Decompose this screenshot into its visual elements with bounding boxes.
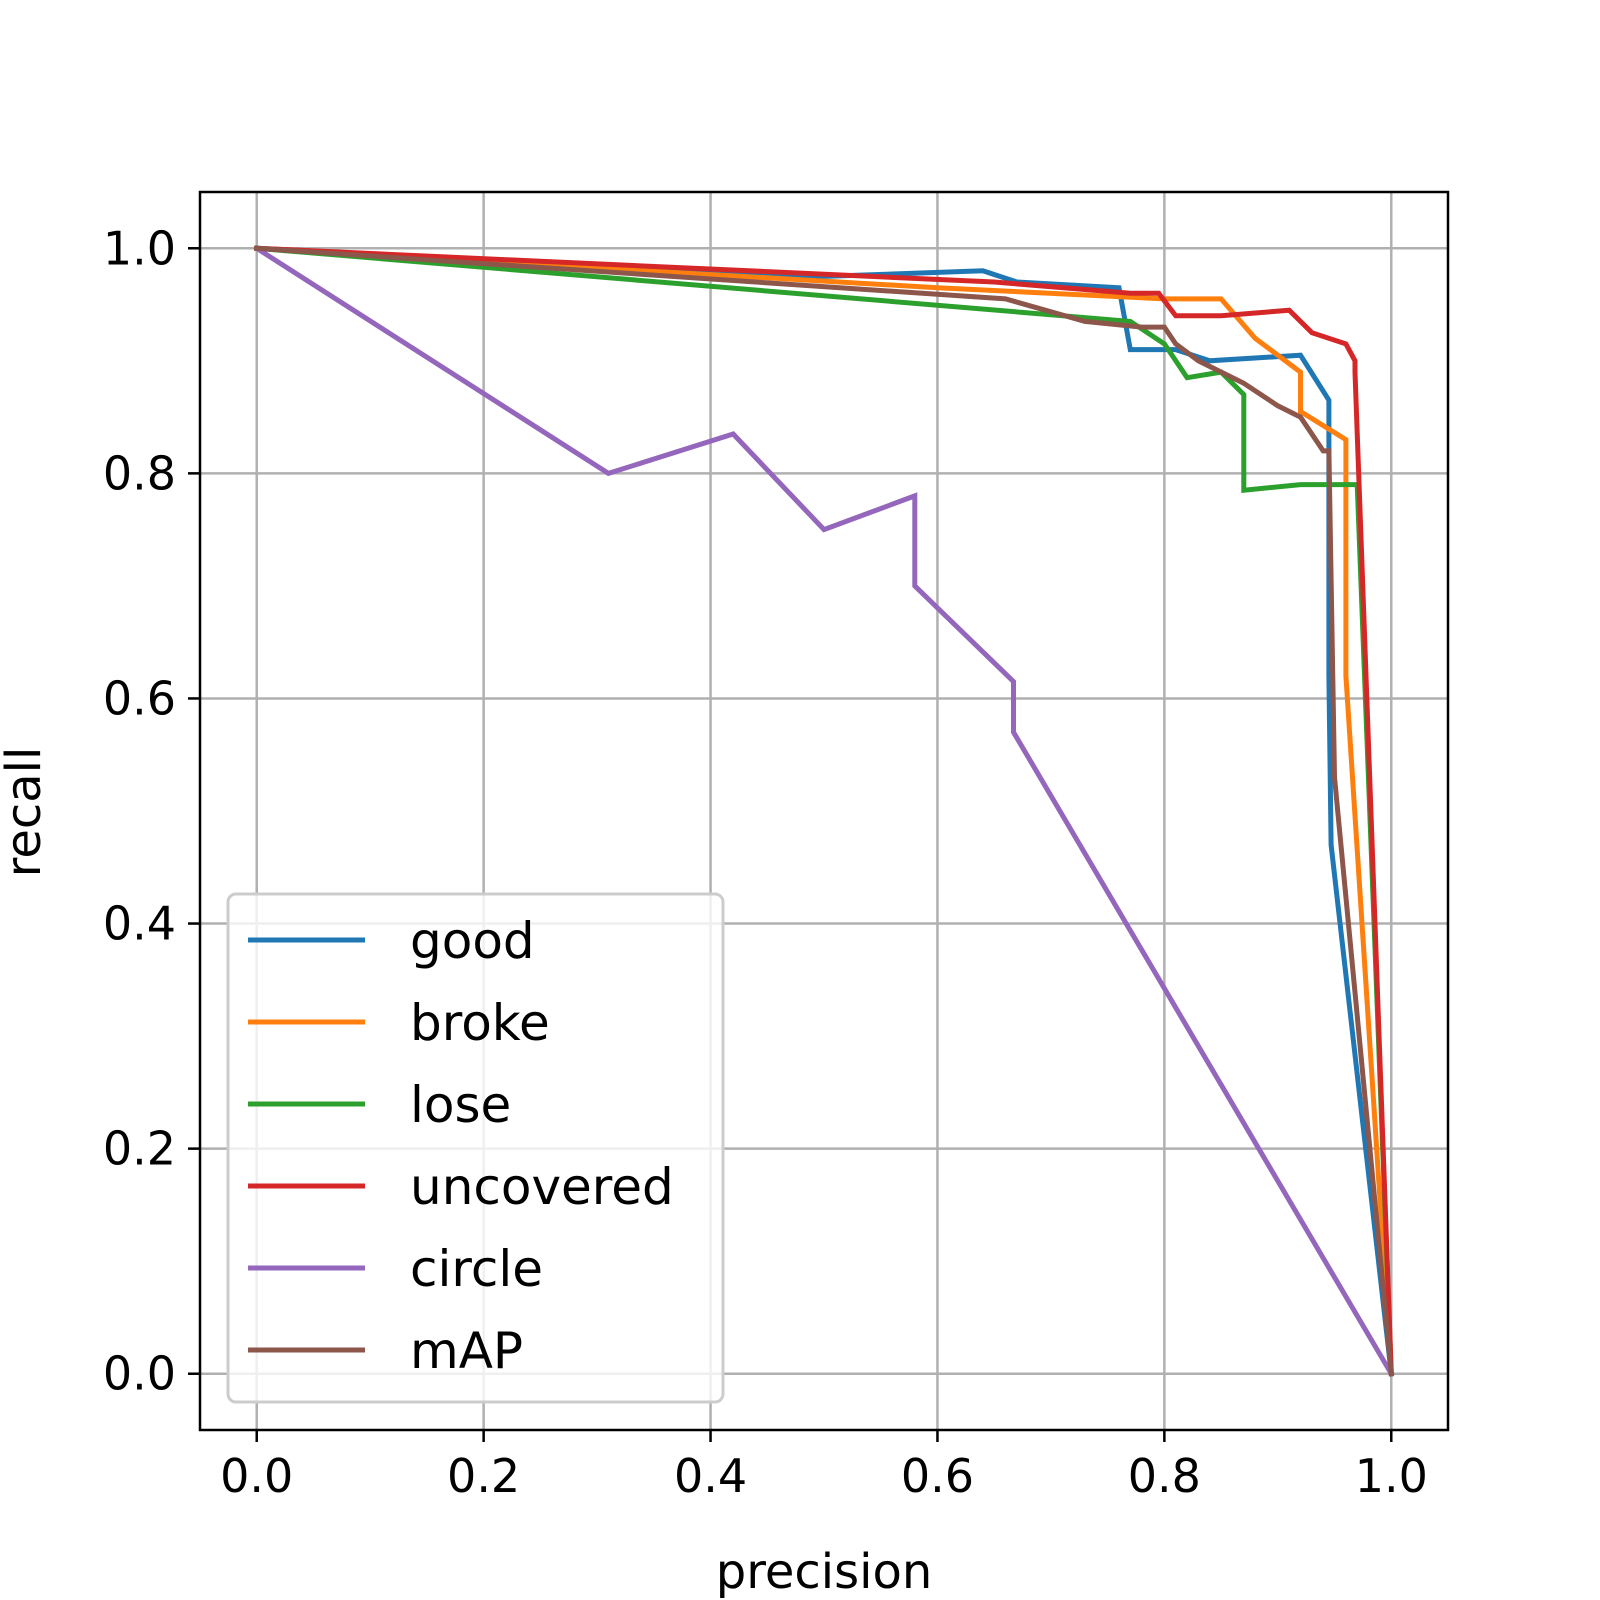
legend-label-uncovered: uncovered <box>410 1158 674 1216</box>
series-line-uncovered <box>254 245 1394 1377</box>
x-tick-label: 0.4 <box>674 1449 747 1503</box>
x-axis-label: precision <box>716 1544 933 1600</box>
series-line-map <box>254 245 1395 1377</box>
plot-area-frame <box>198 190 1450 1432</box>
legend-label-good: good <box>410 912 535 970</box>
legend-label-circle: circle <box>410 1240 543 1298</box>
x-tick-label: 0.0 <box>220 1449 293 1503</box>
y-tick-label: 1.0 <box>103 221 176 275</box>
series-line-good <box>254 245 1395 1377</box>
x-tick-label: 1.0 <box>1355 1449 1428 1503</box>
axis-ticks: 0.0 0.2 0.4 0.6 0.8 1.0 0.0 0.2 0.4 0.6 0.8 1.0 <box>103 221 1428 1503</box>
legend-label-lose: lose <box>410 1076 511 1134</box>
y-tick-label: 0.4 <box>103 897 176 951</box>
grid-lines <box>200 192 1448 1430</box>
series-line-broke <box>254 245 1394 1377</box>
x-tick-label: 0.6 <box>901 1449 974 1503</box>
y-axis-label: recall <box>0 747 52 878</box>
legend-label-broke: broke <box>410 994 550 1052</box>
legend: good broke lose uncovered circle mAP <box>226 892 725 1404</box>
y-tick-label: 0.2 <box>103 1122 176 1176</box>
series-line-circle <box>253 244 1395 1378</box>
series-lines <box>253 244 1395 1378</box>
y-tick-label: 0.8 <box>103 446 176 500</box>
legend-label-map: mAP <box>410 1322 523 1380</box>
y-tick-label: 0.0 <box>103 1347 176 1401</box>
x-tick-label: 0.8 <box>1128 1449 1201 1503</box>
y-tick-label: 0.6 <box>103 671 176 725</box>
x-tick-label: 0.2 <box>447 1449 520 1503</box>
